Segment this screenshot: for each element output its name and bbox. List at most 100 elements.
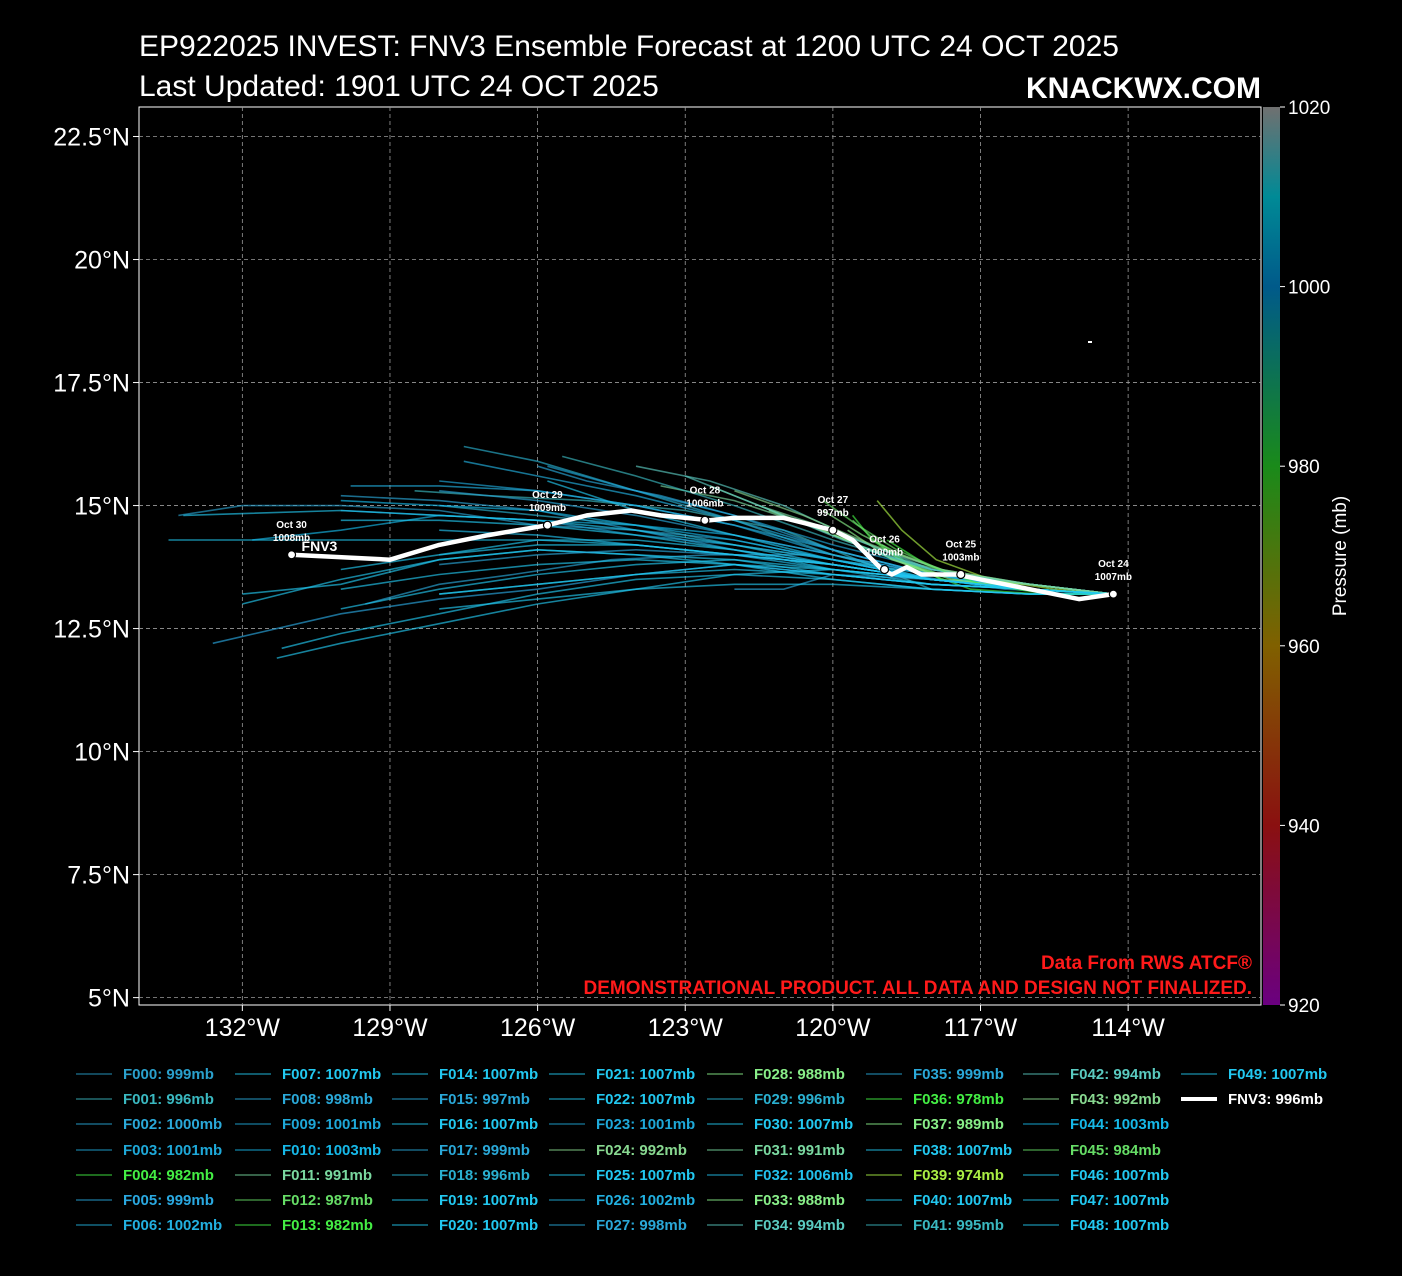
colorbar-tick-label: 940	[1288, 816, 1320, 837]
annotation-date: Oct 26	[869, 535, 900, 546]
member-track-f002	[365, 553, 1114, 605]
x-tick-label: 123°W	[648, 1014, 724, 1042]
y-tick-label: 12.5°N	[53, 616, 130, 644]
legend-entry: F036: 978mb	[913, 1091, 1004, 1108]
x-axis-ticks: 132°W 129°W 126°W 123°W 120°W 117°W 114°W	[205, 1005, 1165, 1042]
x-tick-label: 132°W	[205, 1014, 281, 1042]
legend-entry: F049: 1007mb	[1228, 1066, 1327, 1083]
legend-entry: F033: 988mb	[754, 1192, 845, 1209]
site-brand: KNACKWX.COM	[1026, 72, 1261, 105]
legend-entry: F019: 1007mb	[439, 1192, 538, 1209]
annotation-pressure: 1009mb	[529, 503, 566, 514]
y-tick-label: 10°N	[74, 739, 130, 767]
annotation-pressure: 1003mb	[942, 552, 979, 563]
legend-entry: F009: 1001mb	[282, 1116, 381, 1133]
legend-entry: F012: 987mb	[282, 1192, 373, 1209]
annotation-date: Oct 30	[276, 520, 307, 531]
chart-subtitle: Last Updated: 1901 UTC 24 OCT 2025	[139, 70, 659, 103]
legend-entry: F037: 989mb	[913, 1116, 1004, 1133]
legend-entry: F017: 999mb	[439, 1142, 530, 1159]
legend-entry: F034: 994mb	[754, 1217, 845, 1234]
legend-entry: F023: 1001mb	[596, 1116, 695, 1133]
annotation-date: Oct 25	[946, 539, 977, 550]
colorbar-tick-label: 960	[1288, 637, 1320, 658]
y-tick-label: 17.5°N	[53, 370, 130, 398]
annotation-date: Oct 29	[532, 490, 563, 501]
legend-entry: F040: 1007mb	[913, 1192, 1012, 1209]
legend-entry: F022: 1007mb	[596, 1091, 695, 1108]
annotation-date: Oct 28	[690, 485, 721, 496]
legend-entry: F026: 1002mb	[596, 1192, 695, 1209]
annotation-date: Oct 27	[818, 495, 849, 506]
legend-entry: F041: 995mb	[913, 1217, 1004, 1234]
legend-entry: F008: 998mb	[282, 1091, 373, 1108]
legend-entry: F046: 1007mb	[1070, 1167, 1169, 1184]
y-axis-ticks: 5°N 7.5°N 10°N 12.5°N 15°N 17.5°N 20°N 22.5°N	[53, 124, 139, 1013]
legend-entry: F048: 1007mb	[1070, 1217, 1169, 1234]
legend-entry: F031: 991mb	[754, 1142, 845, 1159]
colorbar-tick-label: 980	[1288, 457, 1320, 478]
mean-track	[286, 508, 1118, 602]
y-tick-label: 7.5°N	[67, 862, 130, 890]
mean-track-marker	[1108, 589, 1118, 599]
legend-entry: F028: 988mb	[754, 1066, 845, 1083]
annotation-pressure: 1006mb	[686, 498, 723, 509]
mean-track-marker	[700, 515, 710, 525]
mean-track-marker	[542, 520, 553, 530]
legend-entry: F007: 1007mb	[282, 1066, 381, 1083]
legend-entry: F027: 998mb	[596, 1217, 687, 1234]
colorbar-label: Pressure (mb)	[1330, 496, 1351, 616]
mean-track-label: FNV3	[302, 538, 338, 554]
legend-entry: F021: 1007mb	[596, 1066, 695, 1083]
chart-title: EP922025 INVEST: FNV3 Ensemble Forecast …	[139, 30, 1119, 63]
legend-entry: F042: 994mb	[1070, 1066, 1161, 1083]
x-tick-label: 117°W	[944, 1014, 1018, 1042]
legend-entry: F004: 982mb	[123, 1167, 214, 1184]
legend-entry: F024: 992mb	[596, 1142, 687, 1159]
legend-entry: F035: 999mb	[913, 1066, 1004, 1083]
y-tick-label: 5°N	[88, 985, 130, 1013]
y-tick-label: 20°N	[74, 247, 130, 275]
colorbar-ticks: 920 940 960 980 1000 1020	[1280, 98, 1330, 1017]
grid-lines	[139, 107, 1261, 1005]
legend-entry: F006: 1002mb	[123, 1217, 222, 1234]
member-track-f039	[876, 500, 1114, 595]
legend-entry: F044: 1003mb	[1070, 1116, 1169, 1133]
colorbar-tick-label: 1020	[1288, 98, 1330, 119]
legend-entry: F045: 984mb	[1070, 1142, 1161, 1159]
legend-entry: F016: 1007mb	[439, 1116, 538, 1133]
y-tick-label: 15°N	[74, 493, 130, 521]
legend-entry: F038: 1007mb	[913, 1142, 1012, 1159]
mean-track-marker	[828, 525, 838, 535]
legend-entry: F039: 974mb	[913, 1167, 1004, 1184]
legend-entry: F011: 991mb	[282, 1167, 372, 1184]
data-source-note: Data From RWS ATCF®	[1041, 953, 1252, 974]
legend-entry: F013: 982mb	[282, 1217, 373, 1234]
legend-entry: F029: 996mb	[754, 1091, 845, 1108]
legend-entry: F000: 999mb	[123, 1066, 214, 1083]
annotation-pressure: 997mb	[817, 508, 849, 519]
legend-entry: F014: 1007mb	[439, 1066, 538, 1083]
legend-entry: F025: 1007mb	[596, 1167, 695, 1184]
x-tick-label: 129°W	[352, 1014, 428, 1042]
colorbar	[1263, 107, 1280, 1005]
colorbar-tick-label: 1000	[1288, 278, 1330, 299]
legend-entry: F047: 1007mb	[1070, 1192, 1169, 1209]
legend: F000: 999mb F001: 996mb F002: 1000mb F003: …	[76, 1066, 1327, 1234]
annotation-date: Oct 24	[1098, 559, 1129, 570]
annotation-pressure: 1007mb	[1095, 572, 1132, 583]
y-tick-label: 22.5°N	[53, 124, 130, 152]
x-tick-label: 114°W	[1091, 1014, 1165, 1042]
legend-entry: F032: 1006mb	[754, 1167, 853, 1184]
colorbar-tick-label: 920	[1288, 996, 1320, 1017]
legend-entry: F001: 996mb	[123, 1091, 214, 1108]
member-track-f047	[439, 568, 1114, 595]
mean-track-marker	[879, 564, 890, 575]
annotation-pressure: 1008mb	[273, 533, 310, 544]
legend-entry: F010: 1003mb	[282, 1142, 381, 1159]
island-speck	[1088, 341, 1092, 343]
legend-entry: F018: 996mb	[439, 1167, 530, 1184]
legend-entry: F003: 1001mb	[123, 1142, 222, 1159]
track-annotations: Oct 24 1007mb Oct 25 1003mb Oct 26 1000mb Oct …	[273, 485, 1132, 583]
